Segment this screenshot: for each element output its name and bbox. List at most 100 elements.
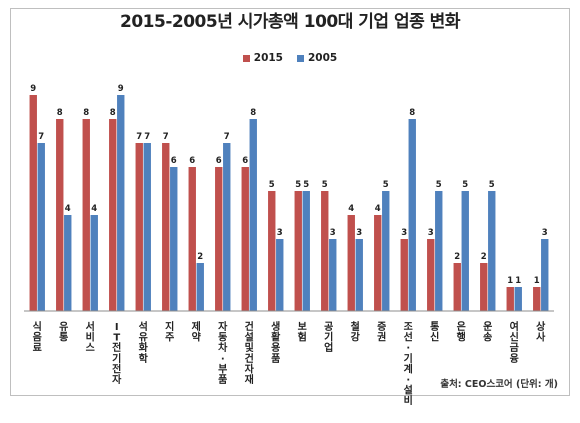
bar-2015-13 xyxy=(374,215,382,311)
bar-2015-7 xyxy=(215,167,223,311)
source-note: 출처: CEO스코어 (단위: 개) xyxy=(440,379,558,390)
data-label-2005-13: 5 xyxy=(383,180,389,190)
legend-swatch-2015 xyxy=(242,54,250,62)
bar-2015-10 xyxy=(294,191,302,311)
category-label-14: 조 선 · 기 계 · 설 비 xyxy=(404,321,413,407)
legend-swatch-2005 xyxy=(297,54,304,62)
data-label-2015-13: 4 xyxy=(375,204,381,214)
data-label-2005-18: 1 xyxy=(515,276,521,286)
data-label-2005-5: 6 xyxy=(171,156,177,166)
data-label-2015-19: 1 xyxy=(534,276,540,286)
bar-2005-0 xyxy=(37,143,45,311)
bar-2005-3 xyxy=(117,95,125,311)
data-label-2015-12: 4 xyxy=(348,204,354,214)
bar-2005-6 xyxy=(196,263,204,311)
data-label-2015-4: 7 xyxy=(136,132,142,142)
legend-label-2015: 2015 xyxy=(253,52,283,64)
data-label-2005-11: 3 xyxy=(330,228,336,238)
bar-2005-14 xyxy=(408,119,416,311)
bar-2015-1 xyxy=(56,119,64,311)
data-label-2015-10: 5 xyxy=(295,180,301,190)
bar-2005-15 xyxy=(435,191,443,311)
data-label-2005-0: 7 xyxy=(38,132,44,142)
bar-2015-6 xyxy=(188,167,196,311)
bar-2015-15 xyxy=(427,239,435,311)
bar-2005-12 xyxy=(355,239,363,311)
data-label-2015-7: 6 xyxy=(216,156,222,166)
legend: 2015 2005 xyxy=(0,52,580,64)
bar-2005-10 xyxy=(302,191,310,311)
bar-2005-1 xyxy=(64,215,72,311)
data-label-2015-1: 8 xyxy=(57,108,63,118)
bar-2015-16 xyxy=(453,263,461,311)
bar-2015-18 xyxy=(506,287,514,311)
data-label-2005-15: 5 xyxy=(436,180,442,190)
data-label-2015-8: 6 xyxy=(242,156,248,166)
data-label-2005-14: 8 xyxy=(409,108,415,118)
data-label-2015-6: 6 xyxy=(189,156,195,166)
legend-label-2005: 2005 xyxy=(308,52,338,64)
bar-2015-12 xyxy=(347,215,355,311)
bar-2005-13 xyxy=(382,191,390,311)
data-label-2005-9: 3 xyxy=(277,228,283,238)
bar-2015-0 xyxy=(29,95,37,311)
bar-2005-2 xyxy=(90,215,98,311)
data-label-2005-17: 5 xyxy=(489,180,495,190)
bar-2015-14 xyxy=(400,239,408,311)
data-label-2005-12: 3 xyxy=(356,228,362,238)
data-label-2015-16: 2 xyxy=(454,252,460,262)
data-label-2015-3: 8 xyxy=(110,108,116,118)
bar-2005-18 xyxy=(514,287,522,311)
bar-2015-19 xyxy=(533,287,541,311)
data-label-2005-6: 2 xyxy=(197,252,203,262)
data-label-2015-17: 2 xyxy=(481,252,487,262)
bar-2015-17 xyxy=(480,263,488,311)
data-label-2015-11: 5 xyxy=(322,180,328,190)
data-label-2015-2: 8 xyxy=(83,108,89,118)
bar-2015-5 xyxy=(162,143,170,311)
data-label-2005-8: 8 xyxy=(250,108,256,118)
data-label-2015-18: 1 xyxy=(507,276,513,286)
bar-2005-4 xyxy=(143,143,151,311)
bar-2005-7 xyxy=(223,143,231,311)
bar-2015-2 xyxy=(82,119,90,311)
bar-2015-4 xyxy=(135,143,143,311)
bar-2005-11 xyxy=(329,239,337,311)
data-label-2005-19: 3 xyxy=(542,228,548,238)
legend-item-2015: 2015 xyxy=(242,52,283,64)
data-label-2015-14: 3 xyxy=(401,228,407,238)
data-label-2005-10: 5 xyxy=(303,180,309,190)
bar-2015-3 xyxy=(109,119,117,311)
bar-2005-9 xyxy=(276,239,284,311)
data-label-2005-16: 5 xyxy=(462,180,468,190)
data-label-2005-7: 7 xyxy=(224,132,230,142)
data-label-2015-5: 7 xyxy=(163,132,169,142)
data-label-2005-2: 4 xyxy=(91,204,97,214)
bar-2005-19 xyxy=(541,239,549,311)
data-label-2005-1: 4 xyxy=(65,204,71,214)
bar-2015-9 xyxy=(268,191,276,311)
bar-2005-5 xyxy=(170,167,178,311)
data-label-2005-4: 7 xyxy=(144,132,150,142)
bar-2015-11 xyxy=(321,191,329,311)
chart-frame xyxy=(10,8,570,396)
bar-2005-16 xyxy=(461,191,469,311)
